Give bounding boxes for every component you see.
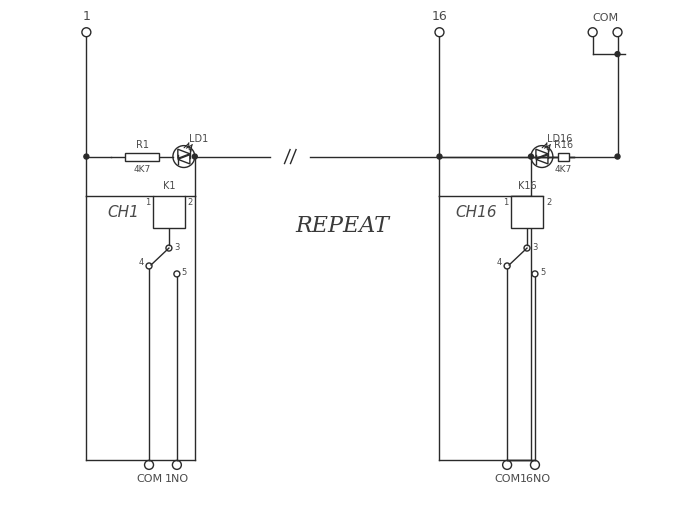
Text: 5: 5 bbox=[540, 268, 545, 278]
Circle shape bbox=[615, 52, 620, 57]
Bar bbox=[153, 196, 185, 228]
Circle shape bbox=[615, 154, 620, 159]
Text: 1: 1 bbox=[145, 199, 150, 207]
Text: R16: R16 bbox=[554, 140, 573, 150]
Text: 5: 5 bbox=[182, 268, 187, 278]
Text: 4: 4 bbox=[497, 258, 502, 267]
Text: LD1: LD1 bbox=[189, 133, 208, 144]
Text: 1: 1 bbox=[83, 10, 90, 23]
Circle shape bbox=[437, 154, 442, 159]
Bar bbox=[125, 153, 159, 160]
Text: 4K7: 4K7 bbox=[555, 165, 572, 173]
Text: K1: K1 bbox=[163, 181, 175, 191]
Text: R1: R1 bbox=[135, 140, 149, 150]
Text: 3: 3 bbox=[532, 243, 538, 252]
Text: REPEAT: REPEAT bbox=[295, 215, 389, 237]
Text: 4K7: 4K7 bbox=[133, 165, 151, 173]
Text: 16: 16 bbox=[432, 10, 447, 23]
Text: K16: K16 bbox=[518, 181, 536, 191]
Circle shape bbox=[84, 154, 89, 159]
Text: 2: 2 bbox=[546, 199, 551, 207]
Text: 1: 1 bbox=[503, 199, 508, 207]
Text: 16NO: 16NO bbox=[519, 474, 550, 484]
Text: 3: 3 bbox=[174, 243, 179, 252]
Bar bbox=[511, 196, 543, 228]
Bar bbox=[557, 153, 569, 160]
Text: LD16: LD16 bbox=[547, 133, 572, 144]
Text: COM: COM bbox=[136, 474, 162, 484]
Text: 1NO: 1NO bbox=[165, 474, 189, 484]
Text: CH16: CH16 bbox=[456, 205, 497, 220]
Text: COM: COM bbox=[494, 474, 520, 484]
Text: COM: COM bbox=[592, 13, 618, 23]
Circle shape bbox=[529, 154, 533, 159]
Text: 2: 2 bbox=[188, 199, 193, 207]
Circle shape bbox=[193, 154, 197, 159]
Text: CH1: CH1 bbox=[107, 205, 139, 220]
Text: 4: 4 bbox=[139, 258, 144, 267]
